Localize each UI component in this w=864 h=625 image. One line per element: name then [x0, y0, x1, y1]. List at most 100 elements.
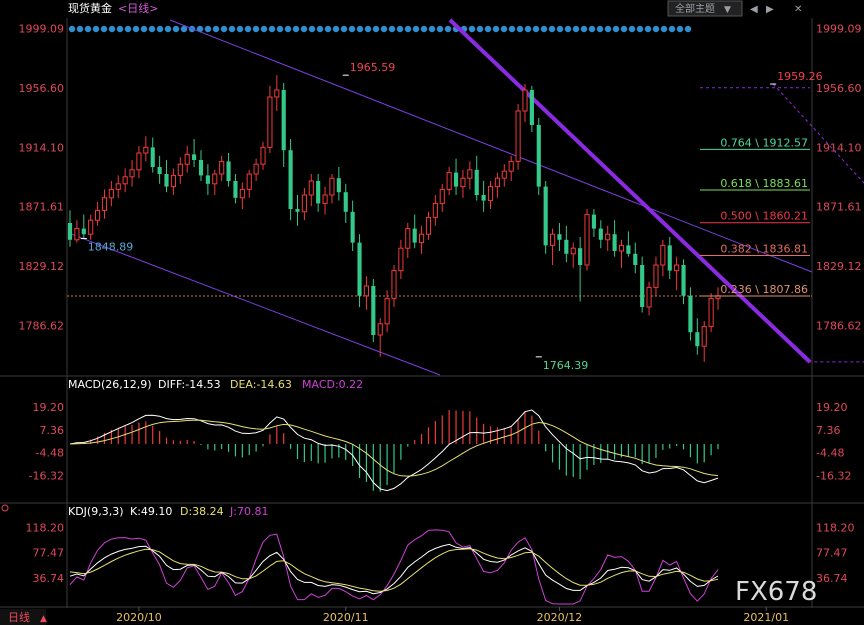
event-marker-dot — [428, 25, 436, 33]
nav-prev-icon[interactable]: ◀ — [750, 4, 758, 15]
kdj-tick-right: 118.20 — [816, 521, 855, 534]
kdj-k-label: K:49.10 — [130, 505, 172, 518]
candle-body-up — [101, 197, 108, 211]
period-button[interactable] — [0, 609, 46, 625]
candle-body-down — [667, 245, 672, 271]
event-marker-dot — [228, 25, 236, 33]
fibonacci-levels: 0.764 \ 1912.57 0.618 \ 1883.61 0.500 \ 18… — [700, 136, 810, 297]
kdj-plot — [69, 529, 719, 605]
candle-body-down — [198, 160, 204, 176]
candle-body-down — [233, 181, 238, 198]
candle-body-up — [549, 233, 556, 246]
event-marker-dot — [260, 25, 268, 33]
candle-body-up — [467, 169, 473, 179]
event-marker-dot — [596, 25, 604, 33]
candle-body-up — [646, 286, 652, 308]
header-bar — [0, 0, 864, 18]
event-marker-row — [68, 25, 692, 33]
candle-body-up — [508, 160, 514, 172]
candle-body-up — [329, 177, 335, 196]
candle-body-up — [219, 160, 225, 175]
candle-body-up — [494, 177, 500, 188]
event-marker-dot — [340, 25, 348, 33]
candle-body-down — [633, 253, 638, 265]
candle-body-up — [618, 244, 625, 252]
macd-tick-left: 19.20 — [33, 401, 65, 414]
event-marker-dot — [252, 25, 260, 33]
time-tick-label: 2020/11 — [323, 611, 369, 624]
candle-body-up — [674, 264, 680, 272]
candle-body-up — [301, 194, 307, 213]
kdj-tick-right: 77.47 — [816, 547, 848, 560]
kdj-j-line — [69, 529, 719, 605]
candle-body-down — [412, 228, 417, 243]
candle-body-down — [192, 154, 197, 160]
candle-body-down — [612, 234, 617, 251]
theme-dropdown-label: 全部主题 — [675, 2, 715, 15]
kdj-d-label: D:38.24 — [180, 505, 224, 518]
event-marker-dot — [540, 25, 548, 33]
event-marker-dot — [500, 25, 508, 33]
event-marker-dot — [476, 25, 484, 33]
candle-body-up — [570, 247, 576, 255]
fib-level-label: 0.382 \ 1836.81 — [720, 242, 808, 255]
indicator-settings-icon[interactable] — [1, 504, 9, 512]
event-marker-dot — [180, 25, 188, 33]
macd-axis: 19.20 19.20 7.36 7.36 -4.48 -4.48 -16.32 -16.32 — [29, 401, 852, 482]
candle-body-down — [591, 214, 596, 229]
price-tick-right: 1871.61 — [816, 201, 862, 214]
price-tick-left: 1829.12 — [19, 260, 65, 273]
event-marker-dot — [172, 25, 180, 33]
macd-tick-right: 7.36 — [816, 424, 841, 437]
price-tick-right: 1914.10 — [816, 141, 862, 154]
price-tick-right: 1999.09 — [816, 22, 862, 35]
candle-body-down — [336, 178, 341, 193]
theme-dropdown[interactable] — [667, 0, 743, 17]
kdj-d-line — [69, 548, 719, 592]
event-marker-dot — [348, 25, 356, 33]
candle-body-up — [487, 186, 494, 202]
event-marker-dot — [668, 25, 676, 33]
candle-body-up — [74, 228, 80, 241]
candle-body-down — [640, 265, 645, 307]
period-chevron-icon: ▲ — [40, 614, 47, 624]
event-marker-dot — [676, 25, 684, 33]
event-marker-dot — [196, 25, 204, 33]
macd-tick-right: -16.32 — [816, 469, 851, 482]
candle-body-down — [281, 90, 286, 151]
event-marker-dot — [628, 25, 636, 33]
event-marker-dot — [492, 25, 500, 33]
event-marker-dot — [236, 25, 244, 33]
event-marker-dot — [212, 25, 220, 33]
candle-body-down — [529, 90, 534, 125]
event-marker-dot — [100, 25, 108, 33]
downtrend-line — [448, 18, 812, 364]
annotation-value: 1965.59 — [350, 61, 396, 74]
event-marker-dot — [660, 25, 668, 33]
kdj-tick-left: 77.47 — [33, 547, 65, 560]
candle-body-down — [316, 181, 321, 204]
event-marker-dot — [324, 25, 332, 33]
nav-next-icon[interactable]: ▶ — [766, 4, 774, 15]
event-marker-dot — [268, 25, 276, 33]
event-marker-dot — [620, 25, 628, 33]
event-marker-dot — [388, 25, 396, 33]
event-marker-dot — [140, 25, 148, 33]
close-icon[interactable]: ✕ — [794, 4, 802, 15]
candle-body-down — [688, 295, 693, 333]
macd-value-label: MACD:0.22 — [302, 378, 363, 391]
price-tick-right: 1829.12 — [816, 260, 862, 273]
channel-upper-line — [169, 19, 813, 273]
period-tag[interactable]: <日线> — [118, 1, 158, 15]
candle-body-up — [115, 183, 121, 190]
event-marker-dot — [612, 25, 620, 33]
candle-body-up — [405, 228, 411, 249]
candle-body-down — [453, 172, 459, 187]
candle-body-up — [398, 247, 404, 272]
candle-body-up — [274, 89, 280, 98]
event-marker-dot — [580, 25, 588, 33]
candle-body-down — [288, 150, 293, 209]
channel-lower-line — [69, 233, 441, 376]
candle-body-down — [350, 211, 355, 243]
